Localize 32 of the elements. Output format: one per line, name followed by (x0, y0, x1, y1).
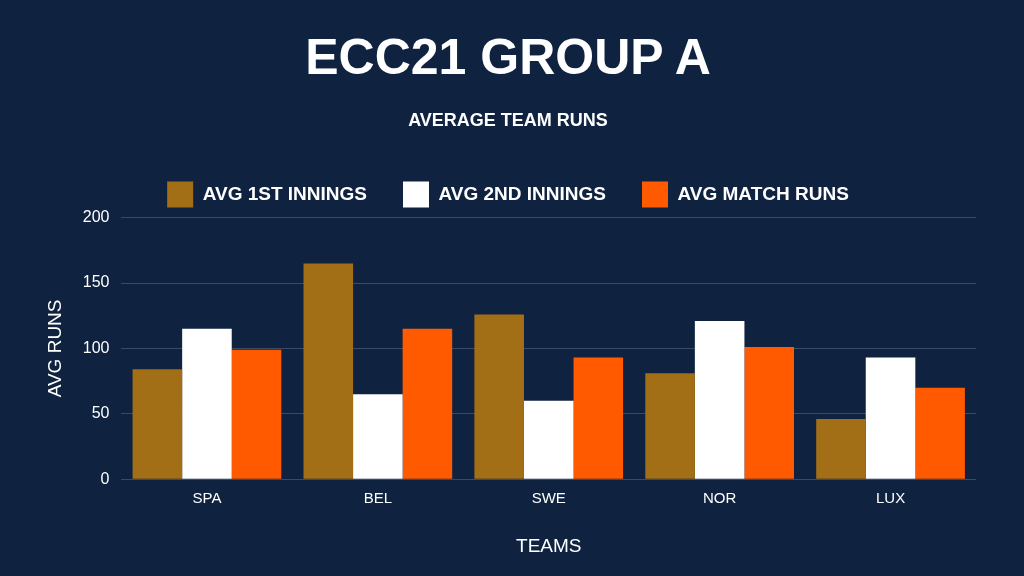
bar (915, 387, 965, 479)
chart-subtitle: AVERAGE TEAM RUNS (408, 109, 608, 130)
x-tick-label: SWE (531, 489, 566, 507)
bar (744, 347, 794, 479)
bar (132, 369, 183, 479)
chart-title: ECC21 GROUP A (305, 28, 711, 85)
y-tick-label: 0 (100, 469, 110, 487)
bar (303, 263, 354, 479)
legend-label: AVG 2ND INNINGS (438, 182, 607, 204)
x-axis-title: TEAMS (516, 534, 582, 556)
x-tick-label: NOR (702, 489, 737, 507)
bar (231, 349, 282, 479)
bar (694, 320, 745, 479)
bar (645, 373, 695, 479)
x-tick-label: SPA (192, 489, 222, 507)
legend-label: AVG 1ST INNINGS (202, 182, 367, 204)
legend-label: AVG MATCH RUNS (677, 182, 849, 204)
y-tick-label: 100 (82, 338, 110, 356)
bar (402, 328, 453, 479)
y-tick-label: 150 (82, 273, 110, 291)
x-tick-label: LUX (875, 489, 906, 507)
x-tick-label: BEL (363, 489, 393, 507)
bar (573, 357, 624, 479)
y-axis-title: AVG RUNS (43, 299, 65, 398)
y-tick-label: 50 (91, 404, 110, 422)
bar (474, 314, 524, 479)
y-tick-label: 200 (82, 208, 110, 226)
bar (182, 328, 232, 479)
bar (865, 357, 916, 479)
bar (816, 419, 866, 479)
bar (353, 394, 403, 479)
bar (523, 400, 574, 479)
